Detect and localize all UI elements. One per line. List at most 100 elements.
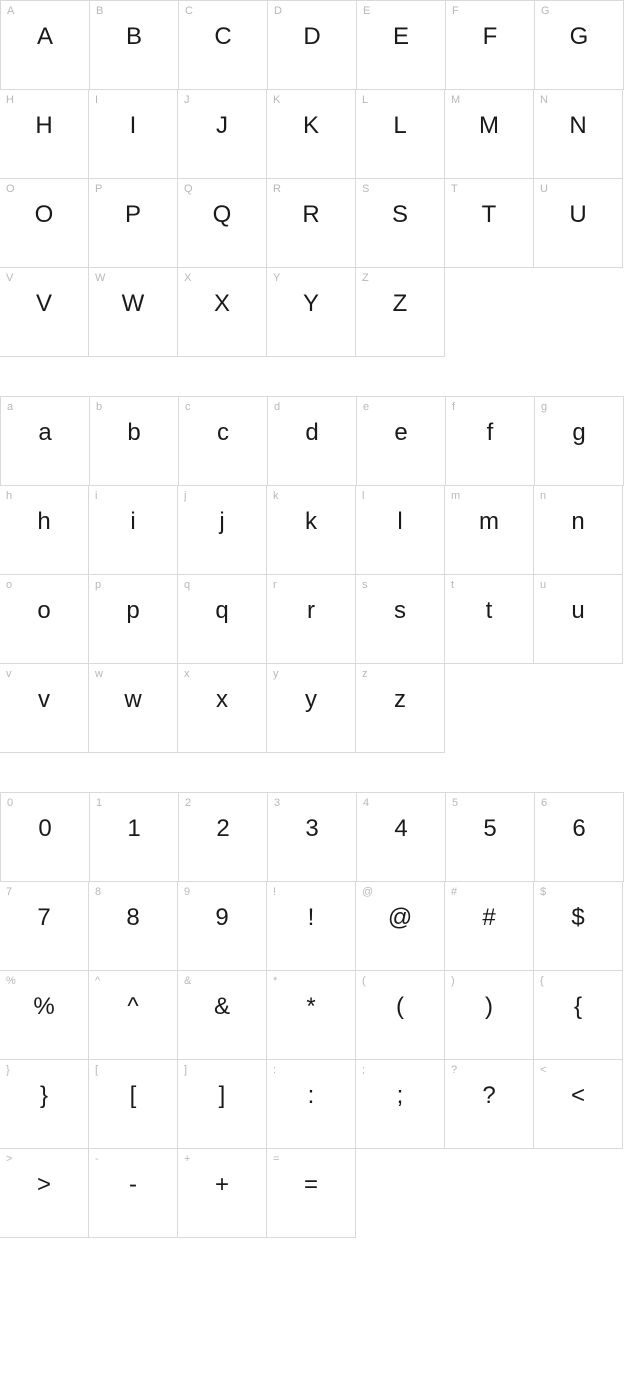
glyph-cell: GG [534,0,624,90]
glyph-display: ( [356,993,444,1021]
glyph-display: 7 [0,904,88,932]
glyph-display: R [267,201,355,229]
glyph-label: ! [273,886,276,898]
glyph-display: X [178,290,266,318]
glyph-label: > [6,1153,12,1165]
glyph-display: x [178,686,266,714]
glyph-cell: [[ [88,1059,178,1149]
glyph-display: - [89,1171,177,1199]
glyph-cell: !! [266,881,356,971]
glyph-display: * [267,993,355,1021]
glyph-cell: nn [533,485,623,575]
glyph-label: V [6,272,13,284]
glyph-label: $ [540,886,546,898]
glyph-group-lowercase: aabbccddeeffgghhiijjkkllmmnnooppqqrrsstt… [0,396,630,752]
glyph-label: 2 [185,797,191,809]
glyph-label: Z [362,272,369,284]
glyph-label: G [541,5,550,17]
glyph-label: y [273,668,279,680]
glyph-label: J [184,94,190,106]
glyph-cell: YY [266,267,356,357]
glyph-cell: OO [0,178,89,268]
glyph-display: l [356,508,444,536]
glyph-display: n [534,508,622,536]
glyph-cell: $$ [533,881,623,971]
glyph-label: q [184,579,190,591]
glyph-display: I [89,112,177,140]
glyph-cell: zz [355,663,445,753]
glyph-display: t [445,597,533,625]
glyph-display: z [356,686,444,714]
glyph-cell: qq [177,574,267,664]
glyph-label: w [95,668,103,680]
glyph-cell: SS [355,178,445,268]
glyph-label: B [96,5,103,17]
glyph-display: c [179,419,267,447]
glyph-display: q [178,597,266,625]
glyph-display: W [89,290,177,318]
glyph-cell: (( [355,970,445,1060]
glyph-label: X [184,272,191,284]
glyph-display: # [445,904,533,932]
glyph-label: % [6,975,16,987]
glyph-display: i [89,508,177,536]
glyph-label: l [362,490,364,502]
glyph-cell: MM [444,89,534,179]
glyph-display: D [268,23,356,51]
glyph-label: o [6,579,12,591]
glyph-label: ] [184,1064,187,1076]
glyph-display: + [178,1171,266,1199]
glyph-display: 3 [268,815,356,843]
glyph-label: A [7,5,14,17]
glyph-cell: KK [266,89,356,179]
glyph-display: } [0,1082,88,1110]
glyph-label: : [273,1064,276,1076]
glyph-cell: ss [355,574,445,664]
glyph-display: s [356,597,444,625]
glyph-display: p [89,597,177,625]
glyph-label: O [6,183,15,195]
glyph-display: 4 [357,815,445,843]
glyph-display: h [0,508,88,536]
glyph-cell: pp [88,574,178,664]
glyph-cell: 33 [267,792,357,882]
glyph-label: m [451,490,460,502]
glyph-cell: II [88,89,178,179]
glyph-label: < [540,1064,546,1076]
glyph-cell: 44 [356,792,446,882]
glyph-label: { [540,975,544,987]
glyph-cell: jj [177,485,267,575]
glyph-cell: dd [267,396,357,486]
glyph-cell: @@ [355,881,445,971]
glyph-display: [ [89,1082,177,1110]
glyph-label: @ [362,886,373,898]
glyph-display: V [0,290,88,318]
glyph-label: - [95,1153,99,1165]
glyph-cell: WW [88,267,178,357]
glyph-label: t [451,579,454,591]
glyph-display: 0 [1,815,89,843]
glyph-label: W [95,272,105,284]
glyph-cell: LL [355,89,445,179]
glyph-display: ) [445,993,533,1021]
glyph-display: v [0,686,88,714]
glyph-cell: && [177,970,267,1060]
glyph-label: x [184,668,190,680]
glyph-label: N [540,94,548,106]
glyph-display: ? [445,1082,533,1110]
glyph-chart: AABBCCDDEEFFGGHHIIJJKKLLMMNNOOPPQQRRSSTT… [0,0,640,1237]
glyph-cell: UU [533,178,623,268]
glyph-label: k [273,490,279,502]
glyph-display: & [178,993,266,1021]
glyph-label: h [6,490,12,502]
glyph-label: ) [451,975,455,987]
glyph-cell: BB [89,0,179,90]
glyph-cell: }} [0,1059,89,1149]
glyph-label: 0 [7,797,13,809]
glyph-display: < [534,1082,622,1110]
glyph-cell: FF [445,0,535,90]
glyph-cell: hh [0,485,89,575]
glyph-label: e [363,401,369,413]
glyph-display: 2 [179,815,267,843]
glyph-label: 5 [452,797,458,809]
